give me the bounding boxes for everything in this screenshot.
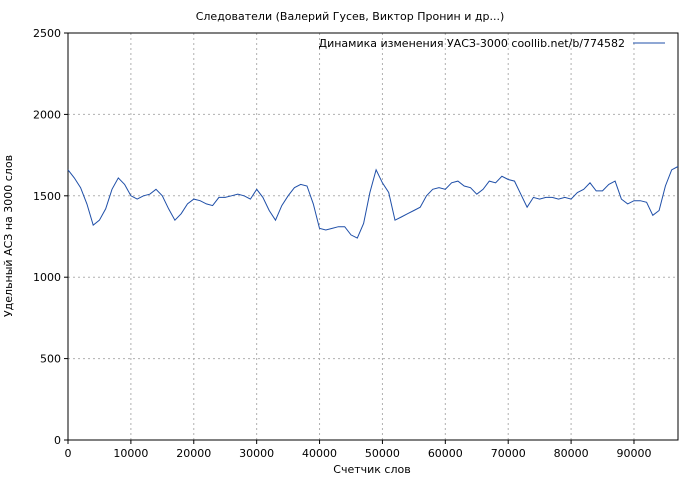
y-axis-label: Удельный АСЗ на 3000 слов	[2, 155, 15, 317]
chart-title: Следователи (Валерий Гусев, Виктор Прони…	[196, 10, 505, 23]
legend: Динамика изменения УАСЗ-3000 coollib.net…	[319, 37, 665, 50]
y-tick-label: 2000	[33, 108, 61, 121]
plot-frame	[67, 32, 679, 441]
x-tick-label: 0	[65, 447, 72, 460]
grid-lines	[68, 33, 678, 440]
y-tick-label: 500	[40, 353, 61, 366]
x-tick-label: 20000	[176, 447, 211, 460]
y-tick-label: 1000	[33, 271, 61, 284]
x-tick-label: 50000	[365, 447, 400, 460]
x-tick-label: 10000	[113, 447, 148, 460]
y-tick-label: 2500	[33, 27, 61, 40]
x-tick-label: 70000	[491, 447, 526, 460]
x-tick-label: 40000	[302, 447, 337, 460]
x-tick-label: 60000	[428, 447, 463, 460]
y-tick-label: 0	[54, 434, 61, 447]
x-tick-label: 80000	[554, 447, 589, 460]
x-axis-label: Счетчик слов	[333, 463, 410, 476]
series-line	[67, 166, 679, 239]
y-tick-label: 1500	[33, 190, 61, 203]
x-axis: 0 10000 20000 30000 40000 50000 60000 70000 8000…	[65, 440, 651, 460]
y-axis: 0 500 1000 1500 2000 2500	[33, 27, 68, 447]
x-tick-label: 30000	[239, 447, 274, 460]
legend-label: Динамика изменения УАСЗ-3000 coollib.net…	[319, 37, 626, 50]
x-tick-label: 90000	[616, 447, 651, 460]
